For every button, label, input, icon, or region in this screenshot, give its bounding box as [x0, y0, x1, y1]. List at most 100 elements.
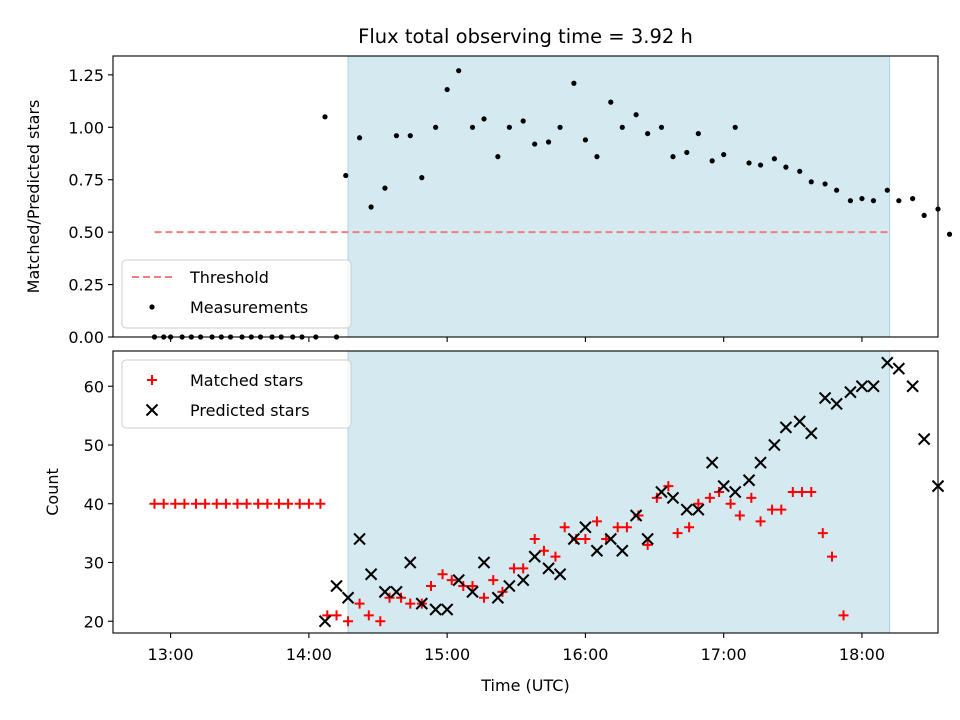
predicted-star-marker [466, 585, 479, 599]
predicted-star-marker [542, 562, 555, 575]
predicted-star-marker [742, 474, 756, 487]
matched-star-marker [253, 498, 264, 509]
predicted-star-marker [491, 591, 505, 604]
predicted-star-marker [705, 456, 719, 469]
predicted-star-marker [717, 479, 730, 493]
matched-star-marker [550, 551, 561, 562]
measurement-point [822, 181, 828, 187]
predicted-star-marker [867, 380, 880, 393]
measurement-point [658, 124, 665, 130]
y-tick-label: 1.00 [68, 118, 104, 137]
measurement-point [506, 124, 512, 130]
predicted-star-marker [855, 380, 869, 393]
x-tick-label: 18:00 [839, 645, 885, 664]
x-tick-label: 14:00 [286, 645, 332, 664]
star-count-panel: 20 30 40 50 60 13:00 14:00 15:00 16:00 17:00 18:0… [43, 350, 945, 695]
matched-star-marker [559, 522, 570, 533]
measurement-point [910, 195, 916, 202]
y-tick-label: 0.50 [68, 223, 104, 242]
predicted-star-marker [666, 491, 680, 505]
matched-star-marker [426, 581, 437, 591]
predicted-star-marker [364, 568, 378, 581]
matched-star-marker [529, 534, 540, 544]
legend-predicted-label: Predicted stars [190, 401, 310, 420]
matched-star-marker [331, 610, 342, 621]
matched-star-marker [354, 598, 365, 609]
marker-stroke [145, 403, 159, 417]
matched-star-marker [693, 498, 704, 509]
measurement-point [645, 130, 651, 137]
measurement-point [545, 139, 552, 145]
matched-star-marker [232, 498, 243, 509]
y-tick-label: 0.00 [68, 328, 104, 347]
marker-stroke [553, 568, 567, 581]
y-tick-label: 20 [84, 612, 104, 631]
predicted-star-marker [641, 532, 654, 546]
predicted-star-marker [604, 532, 617, 546]
predicted-star-marker [390, 585, 403, 599]
measurement-point [859, 195, 865, 202]
matched-star-marker [211, 498, 222, 509]
predicted-star-marker [579, 521, 592, 534]
measurement-point [393, 133, 400, 139]
legend-threshold-label: Threshold [189, 268, 269, 287]
marker-stroke [364, 568, 378, 581]
predicted-star-marker [378, 585, 392, 599]
predicted-star-marker [590, 544, 604, 557]
marker-stroke [542, 562, 555, 575]
matched-star-marker [755, 516, 766, 527]
predicted-star-marker [341, 591, 355, 604]
measurement-point [896, 198, 902, 204]
marker-stroke [415, 597, 429, 610]
marker-stroke [590, 544, 604, 557]
matched-star-marker [405, 598, 416, 609]
predicted-star-marker [655, 485, 668, 499]
predicted-star-marker [629, 509, 643, 522]
matched-star-marker [294, 498, 305, 509]
observing-window-band [347, 55, 891, 338]
measurement-point [834, 187, 840, 193]
marker-stroke [805, 427, 818, 440]
matched-star-marker [179, 498, 190, 509]
measurement-point [808, 179, 814, 185]
predicted-star-marker [892, 362, 906, 375]
marker-stroke [341, 591, 355, 604]
predicted-star-marker [881, 356, 894, 369]
measurement-point [619, 124, 625, 130]
marker-stroke [503, 579, 516, 593]
measurement-point [633, 112, 639, 118]
marker-stroke [491, 591, 505, 604]
legend-matched-swatch [147, 375, 157, 385]
matched-star-marker [838, 610, 849, 621]
measurement-point [444, 86, 450, 93]
plot-frame [112, 55, 939, 338]
measurement-point [520, 118, 526, 124]
chart-title: Flux total observing time = 3.92 h [358, 25, 693, 48]
matched-star-marker [672, 528, 683, 539]
y-tick-label: 0.25 [68, 276, 104, 295]
predicted-star-marker [452, 573, 465, 587]
matched-star-marker [363, 610, 374, 621]
matched-star-marker [149, 498, 160, 509]
marker-stroke [855, 380, 869, 393]
matched-star-marker [767, 504, 778, 515]
measurement-point [382, 185, 388, 191]
marker-stroke [881, 356, 894, 369]
predicted-star-marker [404, 556, 417, 569]
marker-stroke [655, 485, 668, 499]
matched-star-marker [170, 498, 181, 509]
matched-star-marker [273, 498, 284, 509]
matched-star-marker [303, 498, 314, 509]
matched-star-marker [642, 539, 653, 550]
marker-stroke [390, 585, 403, 599]
marker-stroke [728, 485, 742, 499]
marker-stroke [917, 432, 931, 446]
legend-measurements-swatch [149, 304, 155, 310]
measurement-point [757, 162, 764, 168]
marker-stroke [680, 503, 694, 516]
marker-stroke [844, 385, 857, 399]
measurement-point [456, 68, 462, 74]
y-axis-label: Matched/Predicted stars [24, 100, 43, 294]
marker-stroke [830, 397, 843, 411]
